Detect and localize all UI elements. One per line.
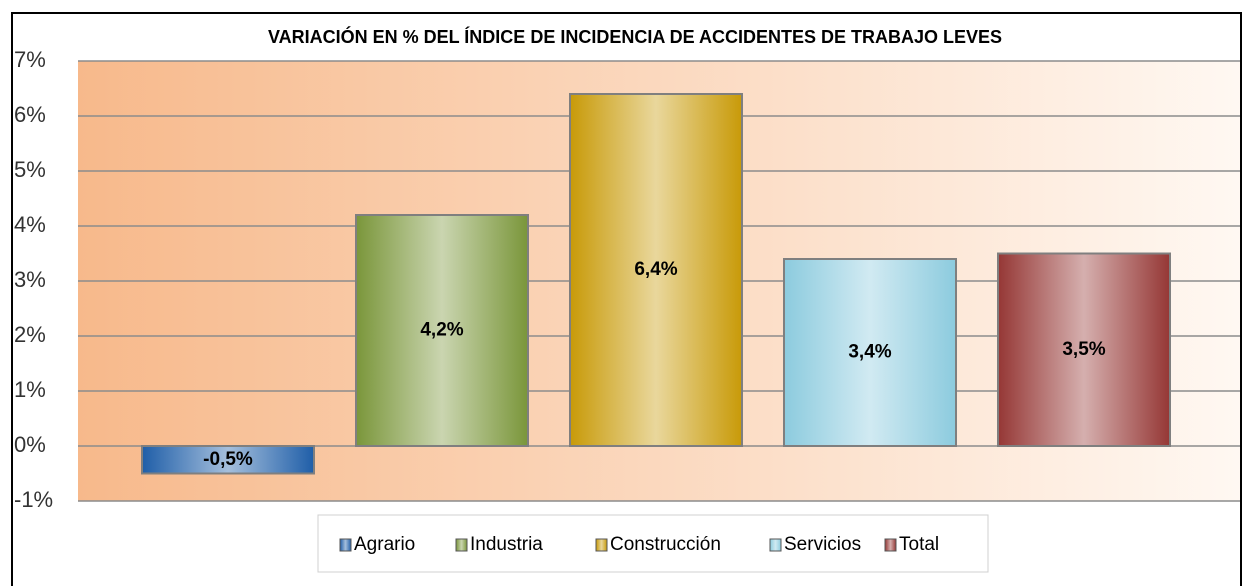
data-label: 6,4% (634, 259, 677, 280)
chart-title: VARIACIÓN EN % DEL ÍNDICE DE INCIDENCIA … (268, 26, 1002, 47)
data-label: 4,2% (420, 320, 463, 341)
legend-swatch (595, 538, 608, 552)
y-tick-label: 0% (14, 432, 46, 457)
legend-label: Industria (470, 534, 543, 555)
legend-label: Servicios (784, 534, 861, 555)
bar (569, 93, 743, 447)
y-tick-label: 1% (14, 377, 46, 402)
legend-swatch (339, 538, 352, 552)
bar (997, 252, 1171, 447)
legend-box (317, 514, 989, 573)
bar (355, 214, 529, 447)
legend-swatch (455, 538, 468, 552)
legend-label: Construcción (610, 534, 721, 555)
y-tick-label: -1% (14, 487, 53, 512)
legend-label: Total (899, 534, 939, 555)
bar (141, 445, 315, 475)
data-label: 3,4% (848, 342, 891, 363)
legend-label: Agrario (354, 534, 415, 555)
data-label: 3,5% (1062, 339, 1105, 360)
y-tick-label: 3% (14, 267, 46, 292)
y-tick-label: 2% (14, 322, 46, 347)
data-label: -0,5% (203, 449, 253, 470)
y-tick-label: 7% (14, 47, 46, 72)
y-tick-label: 4% (14, 212, 46, 237)
legend-swatch (884, 538, 897, 552)
legend-swatch (769, 538, 782, 552)
y-tick-label: 6% (14, 102, 46, 127)
y-tick-label: 5% (14, 157, 46, 182)
bar (783, 258, 957, 447)
